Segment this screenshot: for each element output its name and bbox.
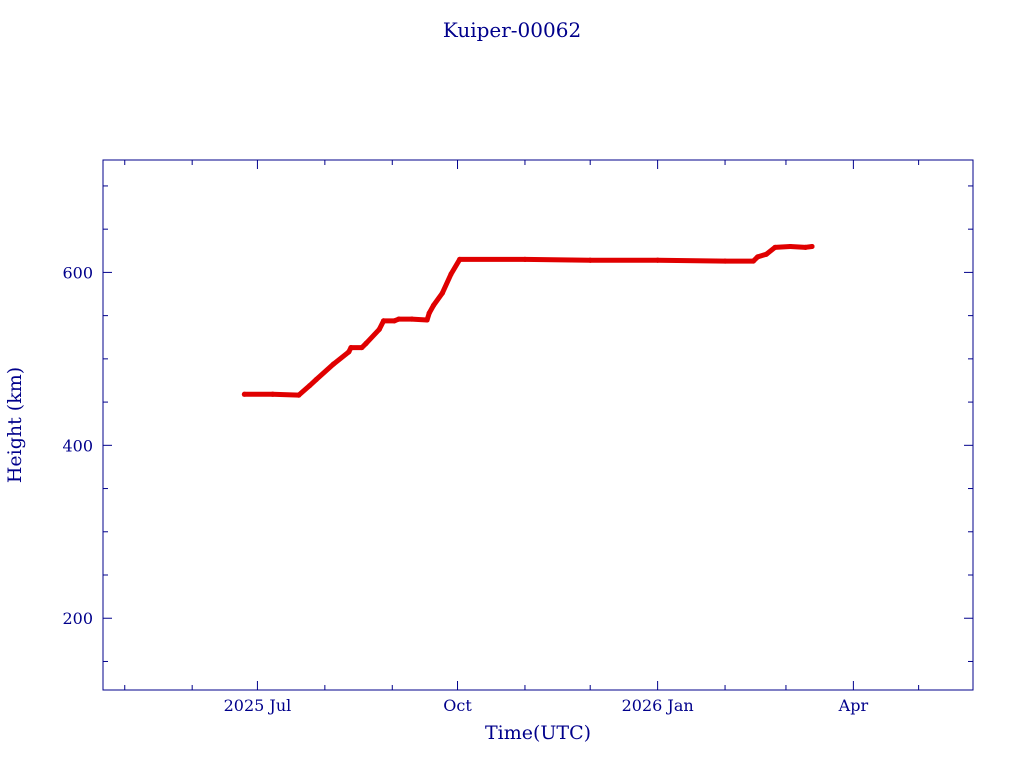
data-point — [363, 340, 369, 346]
y-tick-label: 400 — [62, 436, 93, 455]
series-layer — [241, 243, 815, 398]
y-tick-label: 200 — [62, 609, 93, 628]
data-point — [409, 316, 415, 322]
x-tick-label: 2026 Jan — [622, 696, 694, 715]
series-segment — [772, 243, 793, 250]
series-segment — [270, 391, 302, 398]
data-point — [296, 392, 302, 398]
ticks-layer: 2025 Jul Oct 2026 Jan Apr 200 400 600 — [62, 160, 973, 715]
data-point — [346, 349, 352, 355]
data-point — [307, 383, 313, 389]
data-point — [376, 326, 382, 332]
data-point — [348, 345, 354, 351]
data-point — [787, 243, 793, 249]
data-point — [313, 377, 319, 383]
data-point — [722, 258, 728, 264]
data-point — [391, 318, 397, 324]
y-axis-label: Height (km) — [4, 367, 26, 483]
x-tick-label: Oct — [443, 696, 472, 715]
series-segment — [655, 257, 728, 264]
data-point — [803, 244, 809, 250]
chart-title: Kuiper-00062 — [443, 18, 581, 42]
x-tick-label: 2025 Jul — [224, 696, 292, 715]
series-segment — [448, 256, 463, 277]
data-point — [772, 244, 778, 250]
data-point — [241, 391, 247, 397]
series-segment — [363, 326, 382, 346]
data-point — [439, 290, 445, 296]
data-point — [359, 345, 365, 351]
series-segment — [313, 361, 337, 383]
data-point — [763, 251, 769, 257]
series-segment — [522, 256, 593, 263]
x-tick-label: Apr — [838, 696, 869, 715]
series-segment — [439, 271, 454, 296]
data-point — [750, 258, 756, 264]
data-point — [426, 310, 432, 316]
series-segment — [331, 349, 352, 367]
data-point — [424, 317, 430, 323]
y-tick-label: 600 — [62, 263, 93, 282]
data-point — [655, 257, 661, 263]
data-point — [755, 254, 761, 260]
data-point — [381, 318, 387, 324]
data-point — [587, 257, 593, 263]
series-segment — [409, 316, 430, 323]
data-point — [431, 302, 437, 308]
data-point — [809, 243, 815, 249]
data-point — [331, 361, 337, 367]
data-point — [448, 271, 454, 277]
data-point — [270, 391, 276, 397]
x-axis-label: Time(UTC) — [485, 722, 591, 744]
data-point — [457, 256, 463, 262]
series-segment — [787, 243, 809, 250]
plot-frame — [102, 159, 974, 691]
data-point — [396, 316, 402, 322]
data-point — [522, 256, 528, 262]
